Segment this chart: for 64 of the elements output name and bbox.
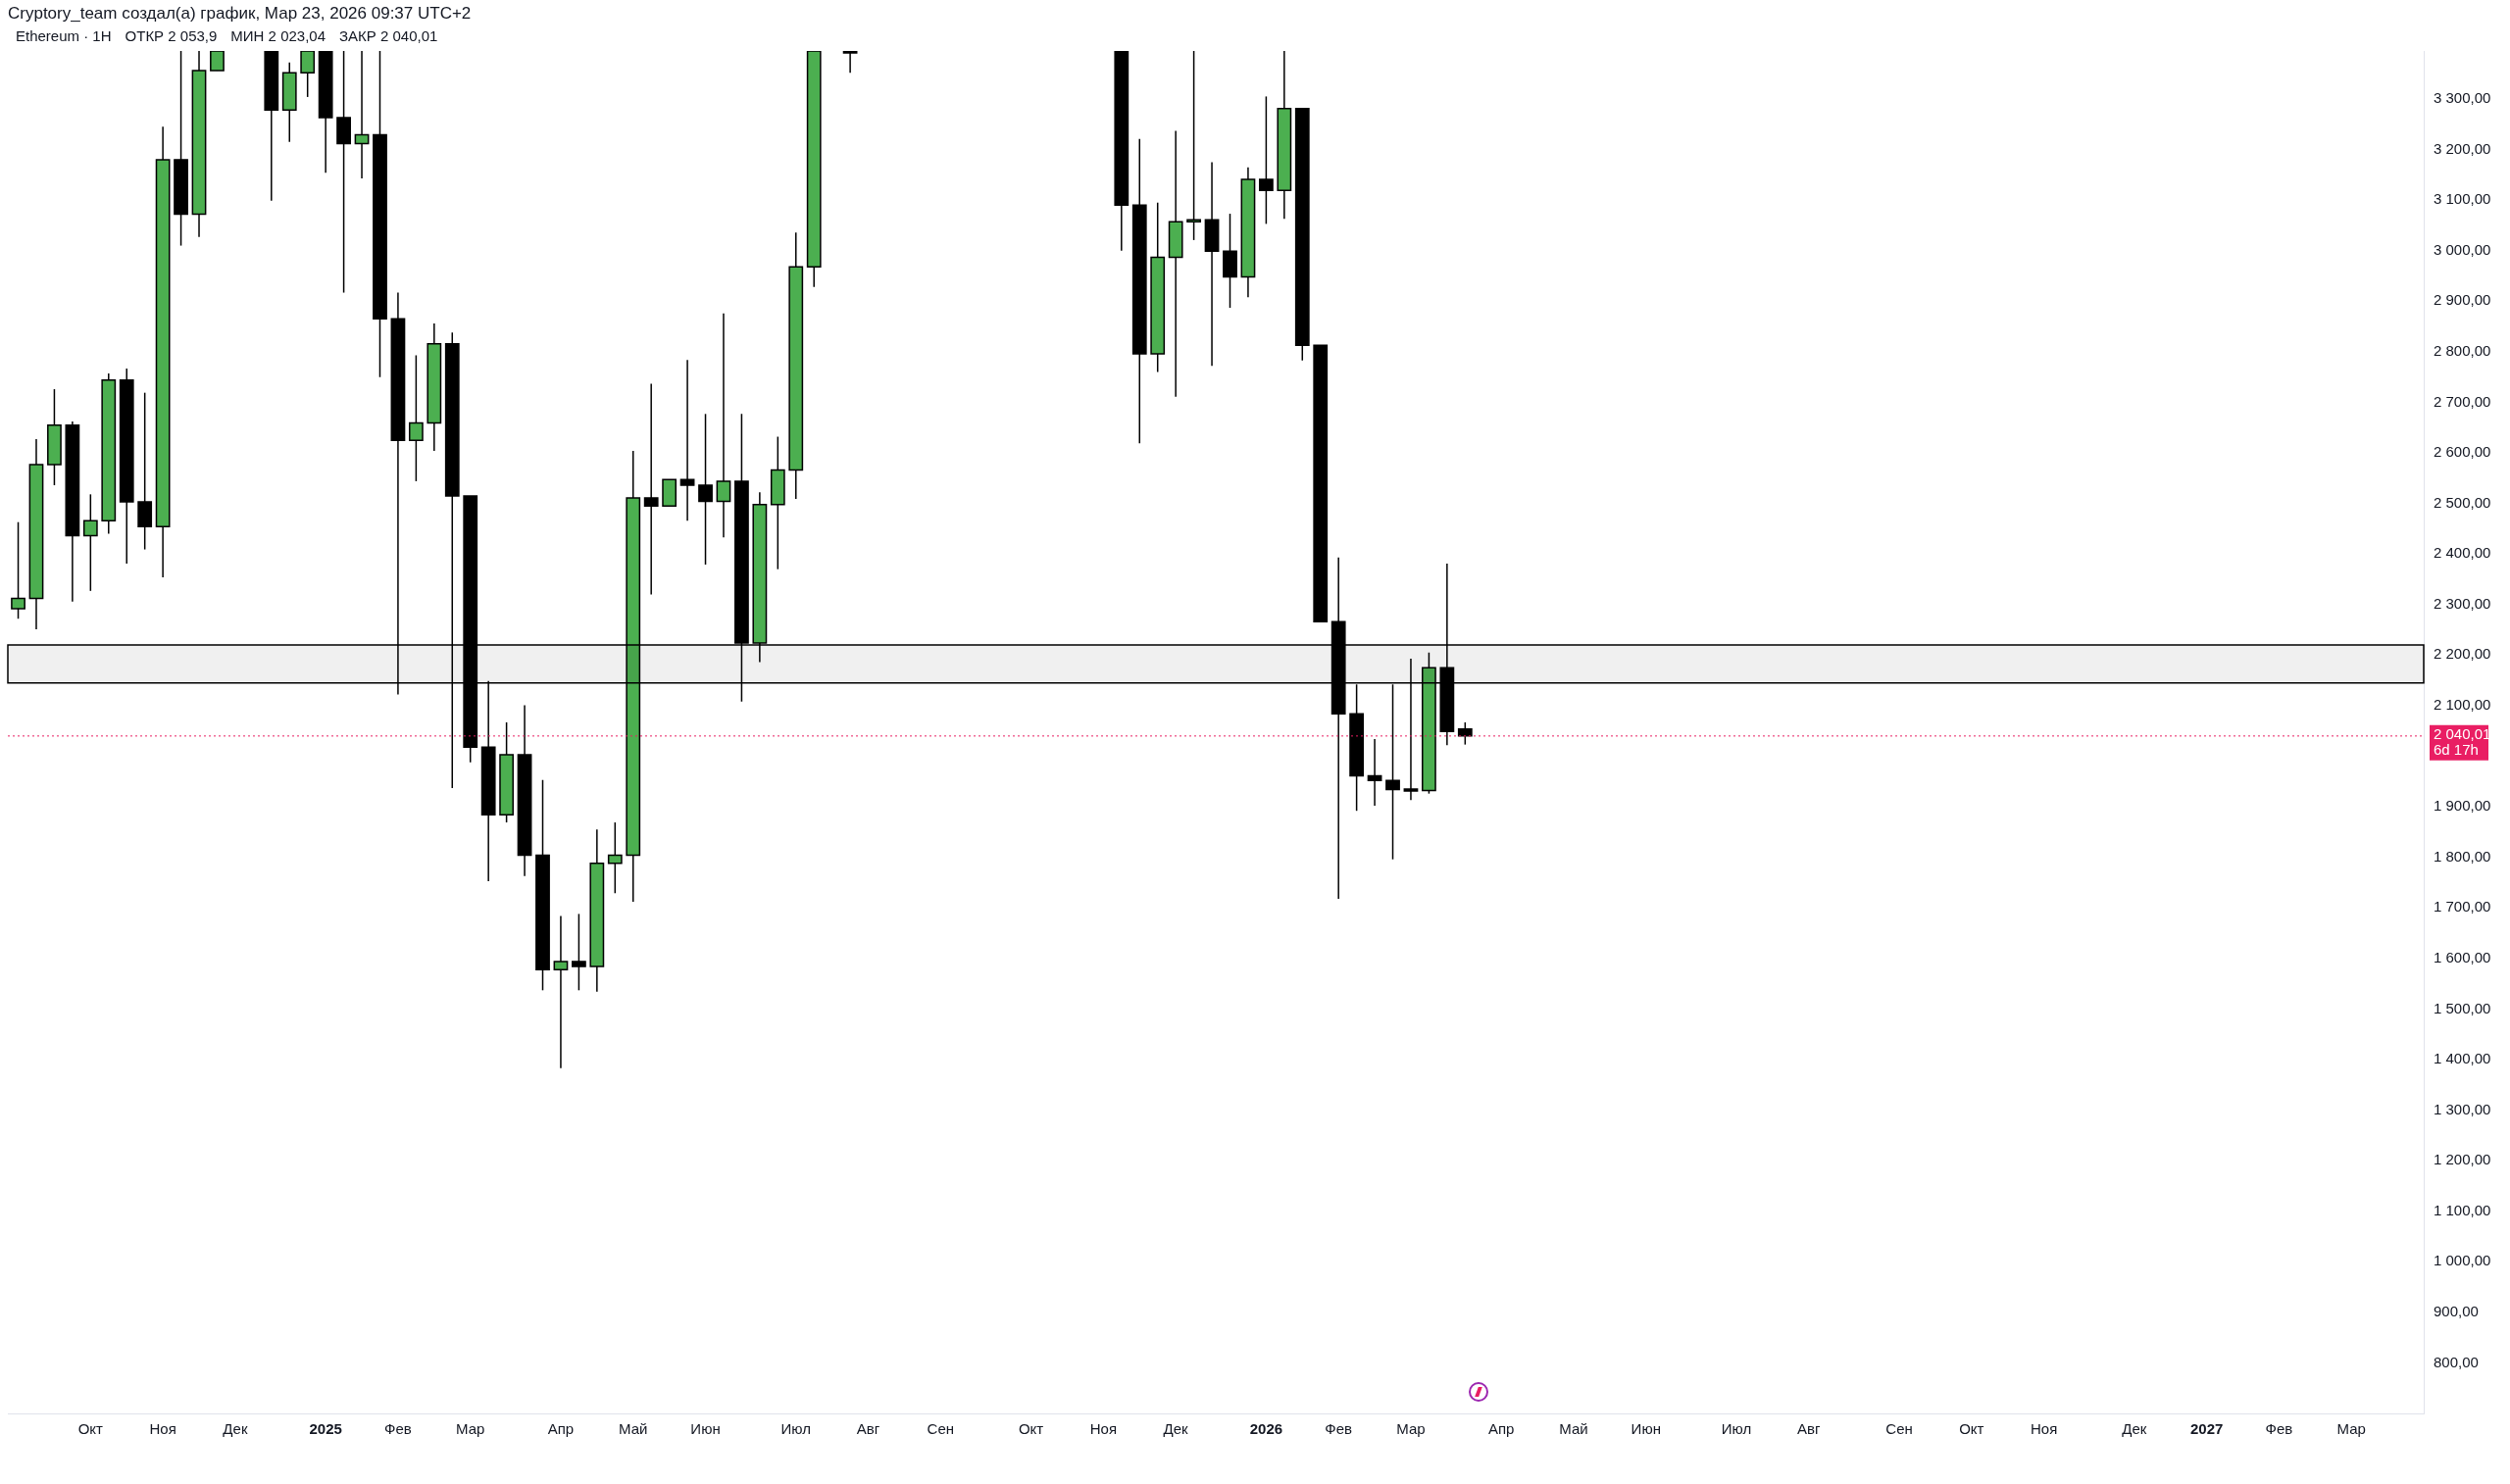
y-tick-label: 1 700,00 — [2434, 898, 2491, 915]
x-tick-label: Июл — [1721, 1420, 1752, 1438]
y-tick-label: 1 900,00 — [2434, 797, 2491, 815]
x-tick-label: Фев — [1325, 1420, 1353, 1438]
x-tick-label: Ноя — [2030, 1420, 2058, 1438]
y-tick-label: 2 900,00 — [2434, 291, 2491, 309]
x-tick-label: Авг — [856, 1420, 880, 1438]
y-tick-label: 3 100,00 — [2434, 190, 2491, 208]
y-tick-label: 3 200,00 — [2434, 139, 2491, 157]
y-tick-label: 800,00 — [2434, 1353, 2479, 1370]
x-tick-label: Дек — [2122, 1420, 2147, 1438]
y-tick-label: 2 700,00 — [2434, 392, 2491, 410]
x-tick-label: Июн — [1631, 1420, 1661, 1438]
x-tick-label: Сен — [1885, 1420, 1913, 1438]
x-tick-label: Окт — [1959, 1420, 1984, 1438]
y-tick-label: 900,00 — [2434, 1302, 2479, 1319]
y-tick-label: 3 000,00 — [2434, 240, 2491, 258]
x-tick-label: Фев — [384, 1420, 412, 1438]
x-tick-label: Окт — [77, 1420, 104, 1438]
y-tick-label: 2 600,00 — [2434, 443, 2491, 461]
y-tick-label: 1 600,00 — [2434, 948, 2491, 965]
y-tick-label: 1 800,00 — [2434, 847, 2491, 865]
x-tick-label: Апр — [1487, 1420, 1515, 1438]
x-tick-label: Май — [619, 1420, 648, 1438]
x-tick-label: Май — [1559, 1420, 1588, 1438]
x-tick-label: Окт — [1018, 1420, 1044, 1438]
y-tick-label: 1 000,00 — [2434, 1252, 2491, 1269]
candlestick — [210, 51, 225, 72]
y-tick-label: 1 400,00 — [2434, 1050, 2491, 1067]
text: 6d 17h — [2434, 741, 2479, 758]
text: МИН 2 023,04 — [230, 27, 326, 44]
chart-title: Ethereum · 1Н — [16, 27, 112, 44]
x-tick-label: Апр — [547, 1420, 575, 1438]
x-tick-label: Июн — [690, 1420, 721, 1438]
x-tick-label: Ноя — [1089, 1420, 1118, 1438]
y-tick-label: 2 200,00 — [2434, 645, 2491, 663]
x-tick-label: Мар — [2336, 1420, 2366, 1438]
text: ОТКР 2 053,9 — [125, 27, 218, 44]
y-tick-label: 1 500,00 — [2434, 999, 2491, 1016]
y-tick-label: 2 800,00 — [2434, 342, 2491, 360]
text: ЗАКР 2 040,01 — [339, 27, 438, 44]
x-tick-label: 2026 — [1249, 1420, 1283, 1438]
x-tick-label: Мар — [456, 1420, 485, 1438]
y-tick-label: 1 200,00 — [2434, 1151, 2491, 1168]
y-tick-label: 1 100,00 — [2434, 1201, 2491, 1218]
ref-line-label: 2 040,01 — [2434, 725, 2491, 742]
x-tick-label: Дек — [1163, 1420, 1189, 1438]
x-tick-label: Сен — [927, 1420, 955, 1438]
y-tick-label: 2 400,00 — [2434, 544, 2491, 562]
x-tick-label: 2027 — [2189, 1420, 2224, 1438]
y-tick-label: 2 300,00 — [2434, 594, 2491, 612]
x-tick-label: Авг — [1797, 1420, 1822, 1438]
x-tick-label: Дек — [223, 1420, 248, 1438]
text: Cryptory_team создал(а) график, Мар 23, 2026 09:37 UTC+2 — [8, 4, 472, 24]
x-tick-label: Мар — [1396, 1420, 1426, 1438]
y-tick-label: 2 100,00 — [2434, 696, 2491, 714]
candlestick — [572, 913, 586, 992]
y-tick-label: 1 300,00 — [2434, 1100, 2491, 1117]
x-tick-label: Фев — [2265, 1420, 2293, 1438]
y-tick-label: 3 300,00 — [2434, 89, 2491, 107]
x-tick-label: Ноя — [149, 1420, 176, 1438]
x-tick-label: 2025 — [309, 1420, 342, 1438]
x-tick-label: Июл — [780, 1420, 811, 1438]
y-tick-label: 2 500,00 — [2434, 493, 2491, 511]
